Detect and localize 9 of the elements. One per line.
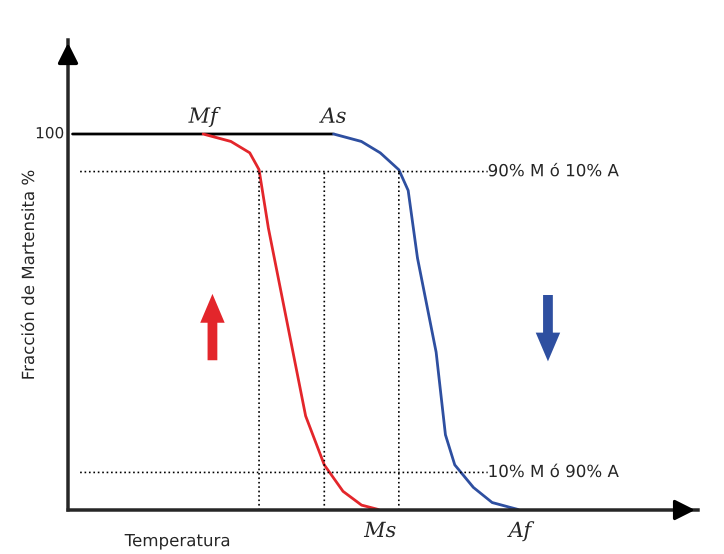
y-axis-title: Fracción de Martensita % xyxy=(20,170,34,379)
text: Ms xyxy=(364,522,396,538)
text: Mf xyxy=(188,106,221,128)
text: Af xyxy=(507,521,534,542)
x-axis-title: Temperatura xyxy=(124,534,230,550)
text: 100 xyxy=(36,126,64,138)
text: As xyxy=(319,108,346,124)
ref-line-label: 90% M ó 10% A xyxy=(488,162,619,176)
ref-line-label: 10% M ó 90% A xyxy=(489,464,619,478)
